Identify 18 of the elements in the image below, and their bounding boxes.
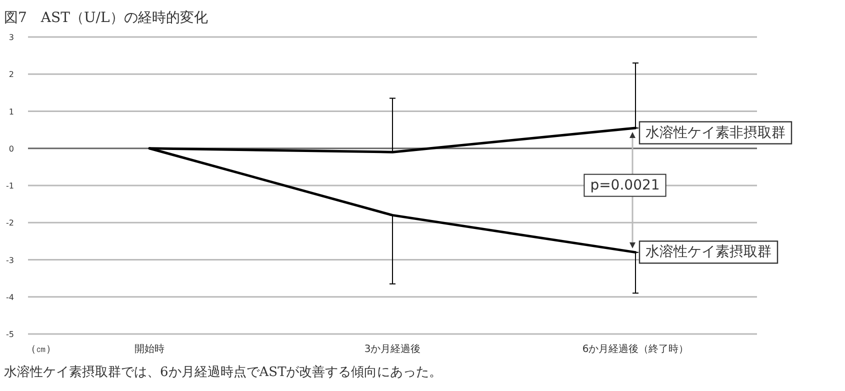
x-tick-label: 開始時: [134, 343, 164, 355]
y-tick-label: -5: [6, 330, 14, 339]
x-tick-label: 6か月経過後（終了時）: [582, 343, 689, 355]
series-label: 水溶性ケイ素非摂取群: [646, 124, 786, 141]
y-tick-label: -4: [6, 292, 14, 302]
text: （㎝）: [26, 344, 56, 355]
text: 水溶性ケイ素摂取群では、6か月経過時点でASTが改善する傾向にあった。: [4, 364, 442, 380]
y-tick-label: 3: [8, 33, 14, 42]
y-tick-label: 1: [8, 107, 14, 116]
y-tick-label: 2: [8, 70, 14, 80]
y-tick-label: -3: [6, 256, 14, 265]
y-tick-label: 0: [8, 144, 14, 154]
x-tick-label: 3か月経過後: [364, 343, 421, 355]
y-tick-label: -2: [6, 218, 14, 228]
annotation: p=0.0021: [590, 177, 660, 194]
chart-title: 図7 AST（U/L）の経時的変化: [4, 10, 208, 26]
series-label: 水溶性ケイ素摂取群: [646, 244, 772, 260]
y-tick-label: -1: [6, 182, 14, 190]
